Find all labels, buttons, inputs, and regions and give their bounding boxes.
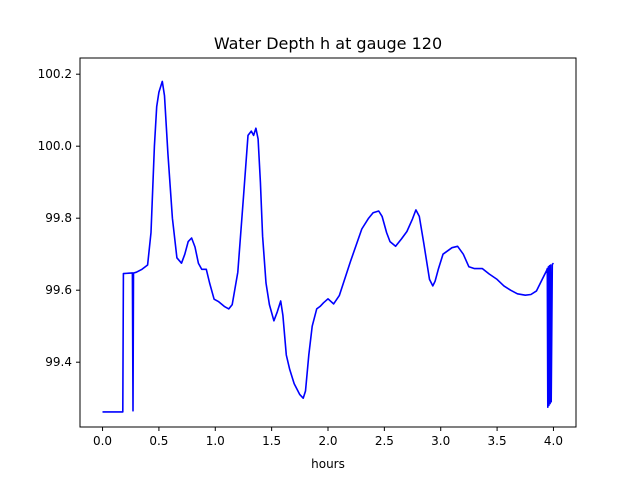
plot-area: [102, 80, 555, 413]
y-tick-label: 100.0: [38, 139, 72, 153]
y-tick-label: 99.6: [45, 283, 72, 297]
x-tick-label: 0.0: [93, 434, 112, 448]
x-tick-label: 1.0: [206, 434, 225, 448]
y-axis: 99.4 99.6 99.8 100.0 100.2: [38, 67, 80, 369]
chart-title: Water Depth h at gauge 120: [214, 34, 442, 53]
y-tick-label: 99.8: [45, 211, 72, 225]
x-tick-label: 1.5: [262, 434, 281, 448]
x-tick-label: 2.5: [375, 434, 394, 448]
x-tick-label: 4.0: [544, 434, 563, 448]
x-axis-label: hours: [311, 457, 345, 471]
x-tick-label: 3.0: [431, 434, 450, 448]
x-tick-label: 0.5: [149, 434, 168, 448]
x-tick-label: 3.5: [488, 434, 507, 448]
y-tick-label: 100.2: [38, 67, 72, 81]
x-tick-label: 2.0: [318, 434, 337, 448]
y-tick-label: 99.4: [45, 355, 72, 369]
series-line: [102, 80, 555, 413]
axes-frame: [79, 57, 577, 428]
x-axis: 0.0 0.5 1.0 1.5 2.0 2.5 3.0 3.5 4.0: [93, 427, 563, 448]
